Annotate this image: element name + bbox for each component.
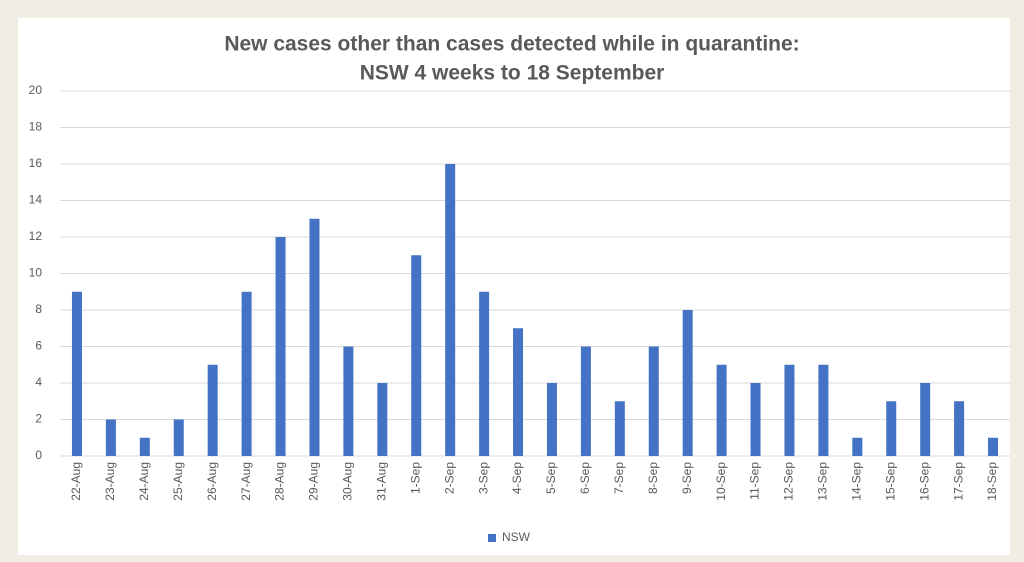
y-tick-label: 14	[29, 193, 43, 207]
x-tick-label: 9-Sep	[680, 462, 694, 494]
x-tick-label: 5-Sep	[544, 462, 558, 494]
bar	[479, 291, 490, 456]
bar	[377, 383, 388, 456]
x-tick-label: 22-Aug	[69, 462, 83, 501]
y-tick-label: 20	[29, 83, 43, 97]
bar	[886, 401, 897, 456]
x-tick-label: 24-Aug	[137, 462, 151, 501]
x-tick-label: 16-Sep	[917, 462, 931, 501]
y-tick-label: 10	[29, 266, 43, 280]
legend-label: NSW	[502, 530, 531, 544]
bar	[546, 383, 557, 456]
bar	[445, 164, 456, 456]
bar	[513, 328, 524, 456]
y-tick-label: 4	[35, 375, 42, 389]
bar	[139, 437, 150, 456]
bar	[71, 291, 82, 456]
bar	[784, 364, 795, 456]
bar	[411, 255, 422, 456]
x-tick-label: 25-Aug	[171, 462, 185, 501]
x-tick-label: 1-Sep	[408, 462, 422, 494]
y-tick-label: 12	[29, 229, 43, 243]
bar	[954, 401, 965, 456]
x-tick-label: 31-Aug	[374, 462, 388, 501]
bar	[852, 437, 863, 456]
bar	[309, 218, 320, 456]
legend-swatch	[488, 534, 496, 542]
bar	[275, 237, 286, 456]
x-tick-label: 29-Aug	[307, 462, 321, 501]
chart-title: NSW 4 weeks to 18 September	[360, 62, 665, 85]
x-tick-label: 6-Sep	[578, 462, 592, 494]
x-tick-label: 2-Sep	[442, 462, 456, 494]
bar	[241, 291, 252, 456]
x-tick-label: 10-Sep	[714, 462, 728, 501]
x-tick-label: 14-Sep	[849, 462, 863, 501]
bar	[920, 383, 931, 456]
x-tick-label: 26-Aug	[205, 462, 219, 501]
y-tick-label: 2	[35, 412, 42, 426]
x-tick-label: 18-Sep	[985, 462, 999, 501]
x-tick-label: 7-Sep	[612, 462, 626, 494]
x-tick-label: 3-Sep	[476, 462, 490, 494]
y-tick-label: 6	[35, 339, 42, 353]
bar	[648, 346, 659, 456]
bar	[614, 401, 625, 456]
bar	[750, 383, 761, 456]
y-tick-label: 18	[29, 120, 43, 134]
x-tick-label: 17-Sep	[951, 462, 965, 501]
bar	[207, 364, 218, 456]
x-tick-label: 4-Sep	[510, 462, 524, 494]
x-tick-label: 28-Aug	[273, 462, 287, 501]
bar	[343, 346, 354, 456]
chart-title: New cases other than cases detected whil…	[224, 33, 799, 56]
x-tick-label: 11-Sep	[748, 462, 762, 500]
x-tick-label: 15-Sep	[883, 462, 897, 501]
bar	[173, 419, 184, 456]
x-tick-label: 13-Sep	[816, 462, 830, 501]
y-tick-label: 16	[29, 156, 43, 170]
bar	[818, 364, 829, 456]
bar	[580, 346, 591, 456]
bar	[105, 419, 116, 456]
y-tick-label: 0	[35, 448, 42, 462]
bar	[988, 437, 999, 456]
x-tick-label: 8-Sep	[646, 462, 660, 494]
x-tick-label: 12-Sep	[782, 462, 796, 501]
chart-area	[18, 18, 1010, 555]
bar	[716, 364, 727, 456]
bar	[682, 310, 693, 456]
x-tick-label: 23-Aug	[103, 462, 117, 501]
y-tick-label: 8	[35, 302, 42, 316]
x-tick-label: 30-Aug	[341, 462, 355, 501]
x-tick-label: 27-Aug	[239, 462, 253, 501]
